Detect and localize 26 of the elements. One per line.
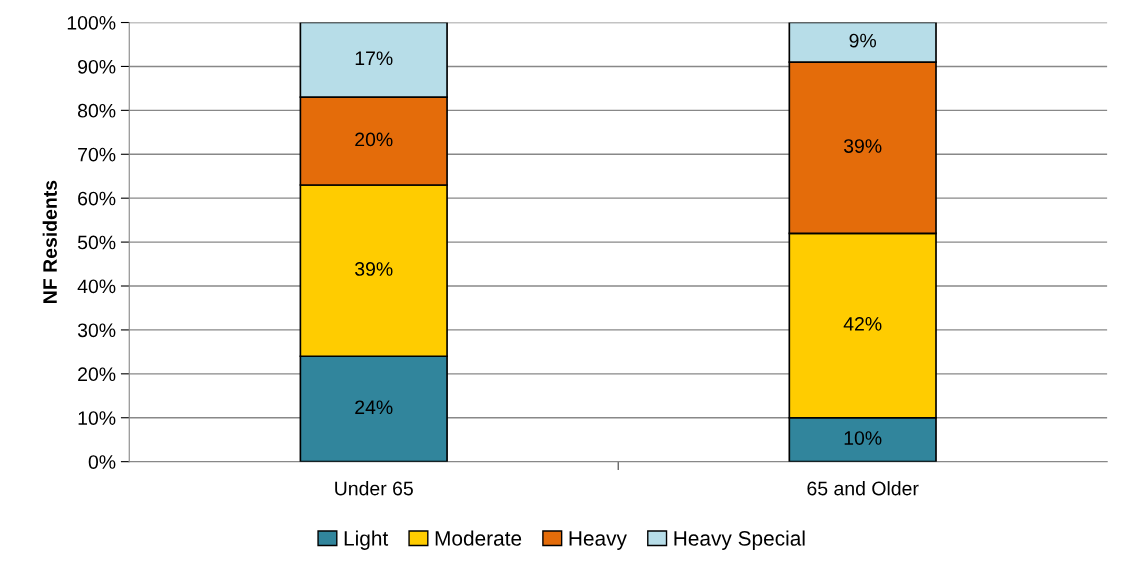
y-tick-label: 60% xyxy=(78,191,116,206)
y-tick-label: 30% xyxy=(77,323,116,338)
data-label: 9% xyxy=(849,33,877,48)
y-tick-label: 90% xyxy=(78,59,116,74)
y-tick-label: 80% xyxy=(77,103,116,118)
data-label: 42% xyxy=(843,316,882,331)
legend-label: Heavy Special xyxy=(674,530,805,550)
y-axis-title: NF Residents xyxy=(42,180,57,303)
y-tick-label: 20% xyxy=(78,367,116,382)
y-tick-label: 70% xyxy=(78,147,116,162)
y-tick-label: 10% xyxy=(78,411,116,425)
data-label: 24% xyxy=(355,400,393,415)
data-label: 17% xyxy=(355,51,393,65)
data-label: 10% xyxy=(844,431,882,445)
legend-label: Moderate xyxy=(435,530,522,546)
data-label: 39% xyxy=(355,262,393,276)
legend-label: Heavy xyxy=(569,531,627,550)
y-tick-label: 100% xyxy=(67,15,116,30)
x-tick-label: Under 65 xyxy=(335,481,413,496)
legend-label: Light xyxy=(344,530,389,550)
data-label: 20% xyxy=(355,132,393,147)
y-tick-label: 50% xyxy=(77,235,116,250)
y-tick-label: 40% xyxy=(77,279,116,294)
data-label: 39% xyxy=(843,139,882,153)
y-tick-label: 0% xyxy=(88,455,116,469)
x-tick-label: 65 and Older xyxy=(807,481,919,496)
